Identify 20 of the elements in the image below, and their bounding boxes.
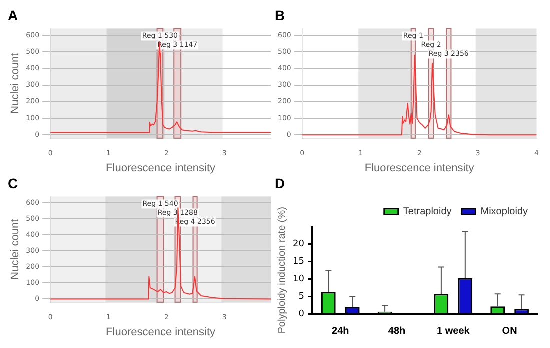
- x-axis-title: Fluorescence intensity: [364, 162, 475, 174]
- x-tick-label: ON: [502, 326, 518, 337]
- y-tick-label: 15: [293, 257, 304, 268]
- y-tick-label: 20: [293, 240, 305, 250]
- x-tick-label: 1 week: [437, 326, 470, 337]
- x-axis-title: Fluorescence intensity: [106, 326, 216, 338]
- chart-title: C: [8, 175, 18, 192]
- legend-label: Tetraploidy: [403, 206, 452, 218]
- y-tick-label: 5: [298, 292, 304, 302]
- x-tick-label: 24h: [332, 326, 350, 337]
- x-tick-label: 48h: [388, 326, 406, 337]
- legend-label: Mixoploidy: [480, 206, 528, 218]
- y-axis-title: Nuclei count: [10, 219, 22, 280]
- y-tick-label: 10: [293, 274, 305, 284]
- y-axis-title: Polyploidy induction rate (%): [276, 207, 288, 334]
- x-axis-title: Fluorescence intensity: [106, 162, 216, 174]
- chart-title: B: [275, 7, 286, 24]
- y-axis-title: Nuclei count: [10, 53, 22, 114]
- chart-title: D: [275, 175, 286, 192]
- chart-title: A: [8, 7, 18, 24]
